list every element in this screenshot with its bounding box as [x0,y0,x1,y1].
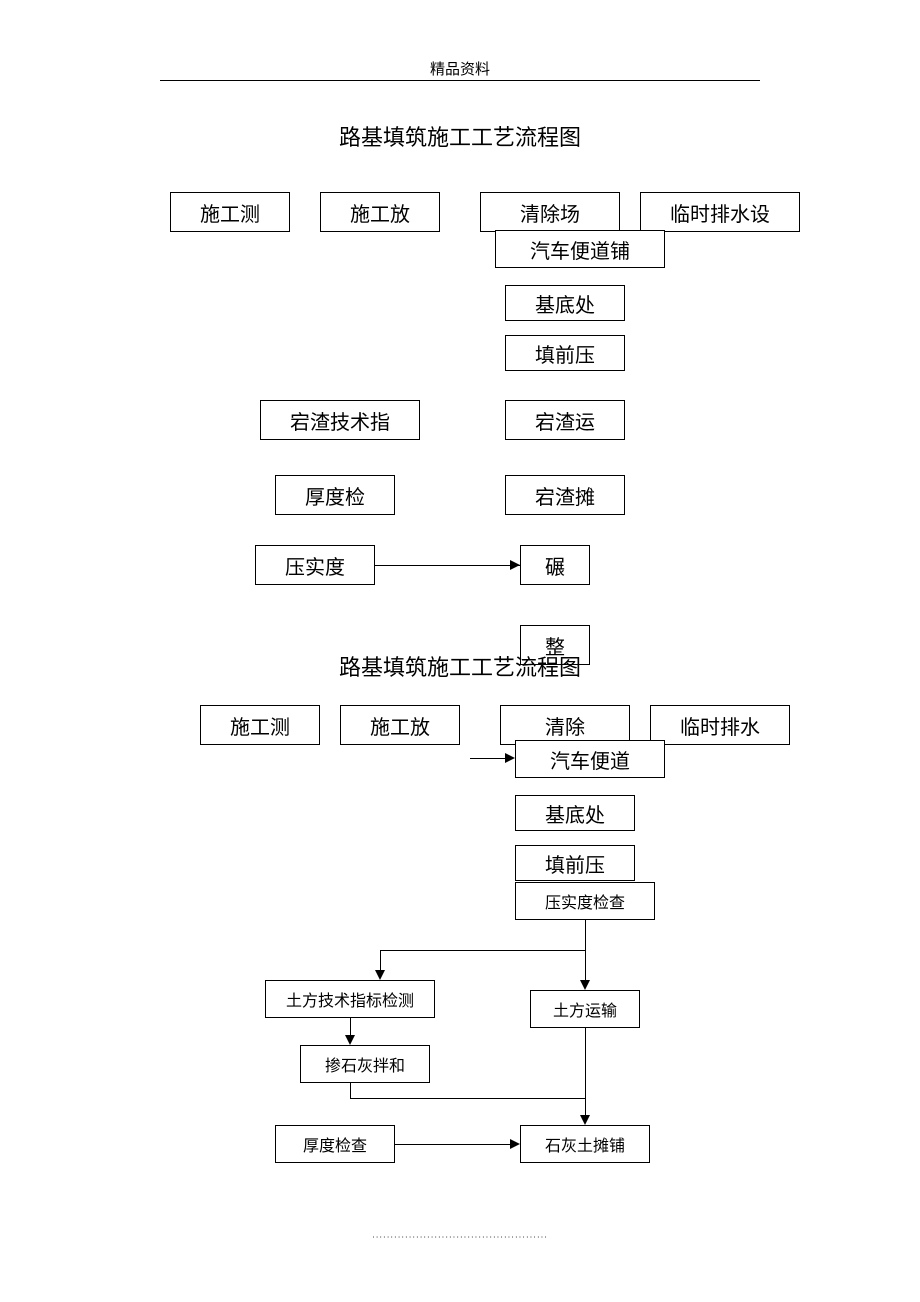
footer-dots: ········································… [0,1233,920,1242]
d2-arrow-c2-e2 [580,1115,590,1125]
d1-box-a2: 施工放 [320,192,440,232]
d2-arrow-c1-d1 [345,1035,355,1045]
header-underline [160,80,760,81]
d2-line-d1-right [350,1098,585,1099]
d1-line-e1e2 [375,565,520,566]
d2-box-b3: 填前压 [515,845,635,881]
d1-box-a1: 施工测 [170,192,290,232]
d1-box-c1: 宕渣技术指 [260,400,420,440]
page-header: 精品资料 [0,58,920,79]
d2-arrow-e1-e2 [510,1139,520,1149]
d2-box-b4: 压实度检查 [515,882,655,920]
d1-box-a3: 清除场 [480,192,620,232]
d2-box-c1: 土方技术指标检测 [265,980,435,1018]
d2-box-a4: 临时排水 [650,705,790,745]
d2-line-into-b1 [470,758,505,759]
d1-box-b3: 填前压 [505,335,625,371]
d2-line-e1-e2 [395,1144,510,1145]
d1-box-d1: 厚度检 [275,475,395,515]
d1-box-a4: 临时排水设 [640,192,800,232]
d2-line-c2-e2 [585,1028,586,1115]
d2-line-split [380,950,586,951]
d2-line-d1-down [350,1083,351,1098]
d2-arrow-to-c1 [375,970,385,980]
d1-arrow-e1e2 [510,560,520,570]
d1-box-e2: 碾 [520,545,590,585]
d2-line-b4-down [585,920,586,950]
d2-arrow-into-b1 [505,753,515,763]
d2-box-c2: 土方运输 [530,990,640,1028]
d1-box-c2: 宕渣运 [505,400,625,440]
d2-box-a3: 清除 [500,705,630,745]
d2-arrow-to-c2 [580,980,590,990]
d2-box-e2: 石灰土摊铺 [520,1125,650,1163]
d2-box-b2: 基底处 [515,795,635,831]
diagram1-title: 路基填筑施工工艺流程图 [0,120,920,152]
d1-box-e1: 压实度 [255,545,375,585]
d2-line-c1-d1 [350,1018,351,1035]
d2-box-e1: 厚度检查 [275,1125,395,1163]
d2-box-b1: 汽车便道 [515,740,665,778]
d2-line-to-c1 [380,950,381,970]
d2-box-a2: 施工放 [340,705,460,745]
d2-box-d1: 掺石灰拌和 [300,1045,430,1083]
d2-box-a1: 施工测 [200,705,320,745]
d1-box-d2: 宕渣摊 [505,475,625,515]
page-container: 精品资料 路基填筑施工工艺流程图 施工测 施工放 清除场 临时排水设 汽车便道铺… [0,0,920,1302]
d2-line-to-c2 [585,950,586,980]
diagram2-title: 路基填筑施工工艺流程图 [0,650,920,682]
d1-box-b1: 汽车便道铺 [495,230,665,268]
d1-box-b2: 基底处 [505,285,625,321]
